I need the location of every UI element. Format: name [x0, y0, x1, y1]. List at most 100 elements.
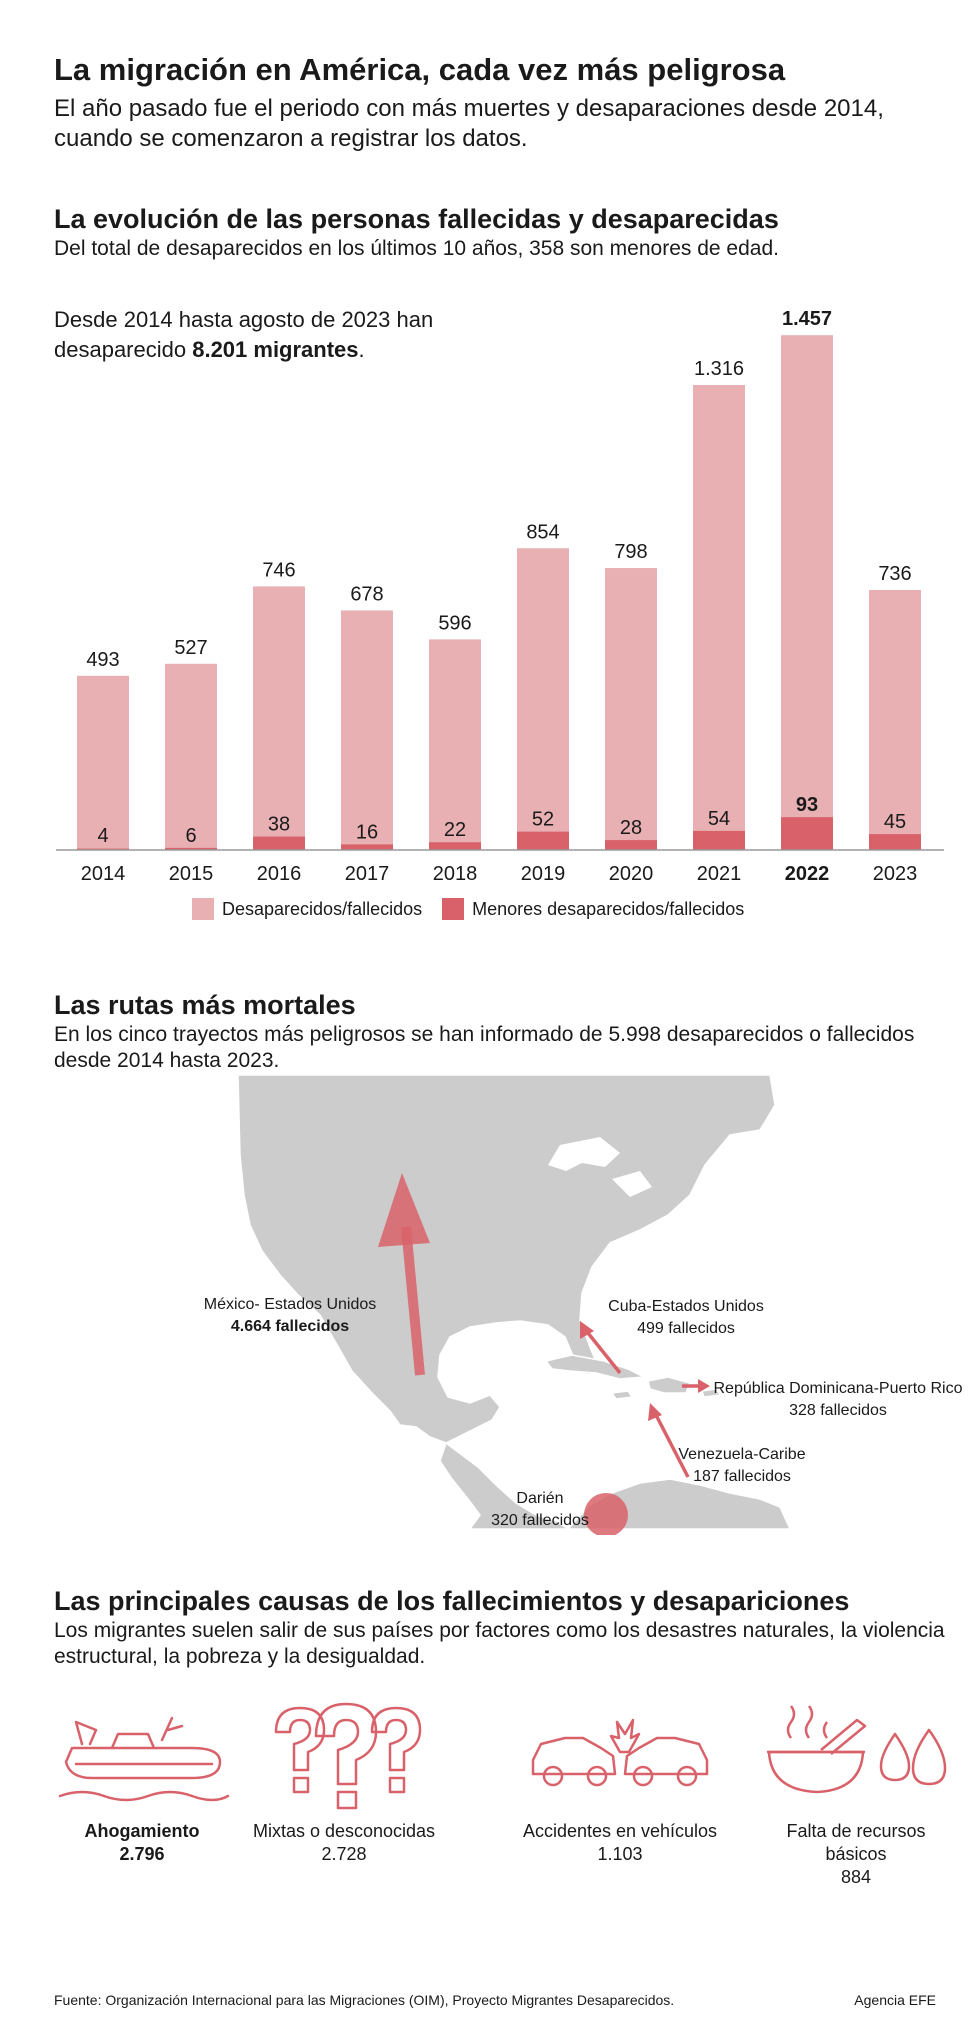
data-label-minors-2023: 45 [884, 811, 906, 833]
cuba-island [544, 1354, 647, 1380]
data-label-minors-2022: 93 [796, 794, 818, 816]
data-label-minors-2014: 4 [97, 825, 108, 847]
x-tick-2018: 2018 [433, 863, 478, 880]
evolution-subtitle: Del total de desaparecidos en los último… [54, 237, 779, 260]
north-america-land [237, 1075, 776, 1444]
footer-agency: Agencia EFE [854, 1992, 936, 2008]
great-lakes [548, 1137, 652, 1197]
route-arrowhead-cuba-usa [580, 1321, 594, 1339]
bar-total-2016 [253, 586, 305, 850]
route-value-venezuela-caribe: 187 fallecidos [693, 1468, 791, 1485]
chart-legend: Desaparecidos/fallecidos Menores desapar… [192, 898, 764, 920]
cause-value-vehicles: 1.103 [597, 1844, 643, 1864]
boat-icon [58, 1716, 230, 1802]
x-tick-2022: 2022 [785, 863, 830, 880]
data-label-minors-2018: 22 [444, 819, 466, 841]
route-arrowhead-venezuela-caribe [648, 1403, 662, 1421]
bar-total-2022 [781, 335, 833, 850]
cause-mixed: Mixtas o desconocidas 2.728 [244, 1700, 444, 1866]
cause-label-mixed: Mixtas o desconocidas [252, 1821, 436, 1841]
legend-label-minors: Menores desaparecidos/fallecidos [472, 898, 745, 919]
car-crash-icon [531, 1718, 709, 1787]
data-label-total-2022: 1.457 [782, 308, 832, 330]
data-label-total-2015: 527 [174, 637, 207, 659]
jamaica-island [610, 1390, 634, 1400]
cause-label-drowning: Ahogamiento [84, 1821, 200, 1841]
bar-total-2023 [869, 589, 921, 850]
bar-total-2019 [517, 548, 569, 850]
bar-total-2014 [77, 675, 129, 850]
legend-swatch-total [192, 898, 214, 920]
route-value-rd-pr: 328 fallecidos [789, 1402, 887, 1419]
puerto-rico-island [701, 1388, 722, 1398]
route-arrowhead-mexico-usa [378, 1173, 430, 1247]
cause-resources: Falta de recursos básicos 884 [756, 1700, 956, 1889]
data-label-total-2014: 493 [86, 649, 119, 671]
data-label-minors-2020: 28 [620, 817, 642, 839]
legend-label-total: Desaparecidos/fallecidos [222, 898, 423, 919]
x-tick-2020: 2020 [609, 863, 654, 880]
note-bold: 8.201 migrantes [192, 337, 359, 362]
data-label-total-2023: 736 [878, 563, 911, 585]
bar-minors-2021 [693, 830, 745, 850]
x-tick-2014: 2014 [81, 863, 126, 880]
bar-minors-2016 [253, 836, 305, 850]
route-name-cuba-usa: Cuba-Estados Unidos [608, 1298, 764, 1315]
route-labels: México- Estados Unidos 4.664 fallecidos … [204, 1296, 963, 1529]
hispaniola-island [647, 1376, 692, 1394]
main-title: La migración en América, cada vez más pe… [54, 52, 786, 87]
footer-source: Fuente: Organización Internacional para … [54, 1992, 675, 2008]
route-arrow-cuba-usa [586, 1331, 622, 1375]
data-label-minors-2017: 16 [356, 821, 378, 843]
x-tick-2019: 2019 [521, 863, 566, 880]
bar-minors-2018 [429, 842, 481, 850]
bar-minors-2015 [165, 847, 217, 850]
bar-chart: 493 4 2014 527 6 2015 746 38 2016 678 16 2017 596 22 2… [56, 308, 944, 880]
data-label-minors-2016: 38 [268, 814, 290, 836]
note-prefix: Desde 2014 hasta agosto de 2023 han desa… [54, 307, 434, 362]
routes-map: México- Estados Unidos 4.664 fallecidos … [204, 1075, 963, 1535]
x-tick-2017: 2017 [345, 863, 390, 880]
central-america-land [439, 1441, 571, 1530]
data-label-minors-2021: 54 [708, 808, 730, 830]
route-name-rd-pr: República Dominicana-Puerto Rico [713, 1380, 962, 1397]
data-label-total-2016: 746 [262, 559, 295, 581]
route-arrow-venezuela-caribe [654, 1414, 690, 1478]
bar-minors-2020 [605, 840, 657, 850]
legend-swatch-minors [442, 898, 465, 920]
note-suffix: . [358, 337, 365, 362]
route-arrows [378, 1173, 710, 1535]
routes-title: Las rutas más mortales [54, 990, 356, 1020]
route-name-darien: Darién [516, 1490, 563, 1507]
bar-total-2015 [165, 663, 217, 850]
route-value-cuba-usa: 499 fallecidos [637, 1320, 735, 1337]
causes-subtitle: Los migrantes suelen salir de sus países… [54, 1619, 945, 1668]
route-arrow-mexico-usa [401, 1226, 425, 1376]
data-label-total-2020: 798 [614, 541, 647, 563]
data-label-total-2021: 1.316 [694, 358, 744, 380]
cause-vehicles: Accidentes en vehículos 1.103 [520, 1700, 720, 1866]
route-name-mexico-usa: México- Estados Unidos [204, 1296, 377, 1313]
cause-value-mixed: 2.728 [321, 1844, 367, 1864]
data-label-minors-2015: 6 [185, 825, 196, 847]
legend-item-minors: Menores desaparecidos/fallecidos [442, 898, 744, 920]
bar-minors-2022 [781, 817, 833, 850]
cause-label-vehicles: Accidentes en vehículos [522, 1821, 718, 1841]
evolution-note: Desde 2014 hasta agosto de 2023 han desa… [54, 305, 474, 365]
data-label-total-2018: 596 [438, 612, 471, 634]
cause-label-resources: Falta de recursos básicos [786, 1821, 926, 1864]
x-tick-2023: 2023 [873, 863, 918, 880]
bar-total-2021 [693, 385, 745, 850]
causes-title: Las principales causas de los fallecimie… [54, 1586, 850, 1616]
route-marker-darien [584, 1493, 628, 1535]
question-marks-icon [274, 1702, 422, 1810]
route-value-darien: 320 fallecidos [491, 1512, 589, 1529]
data-label-total-2017: 678 [350, 583, 383, 605]
data-label-total-2019: 854 [526, 521, 559, 543]
bar-total-2018 [429, 639, 481, 850]
route-name-venezuela-caribe: Venezuela-Caribe [678, 1446, 805, 1463]
cause-value-drowning: 2.796 [119, 1844, 165, 1864]
x-tick-2016: 2016 [257, 863, 302, 880]
data-label-minors-2019: 52 [532, 809, 554, 831]
bar-minors-2023 [869, 834, 921, 850]
